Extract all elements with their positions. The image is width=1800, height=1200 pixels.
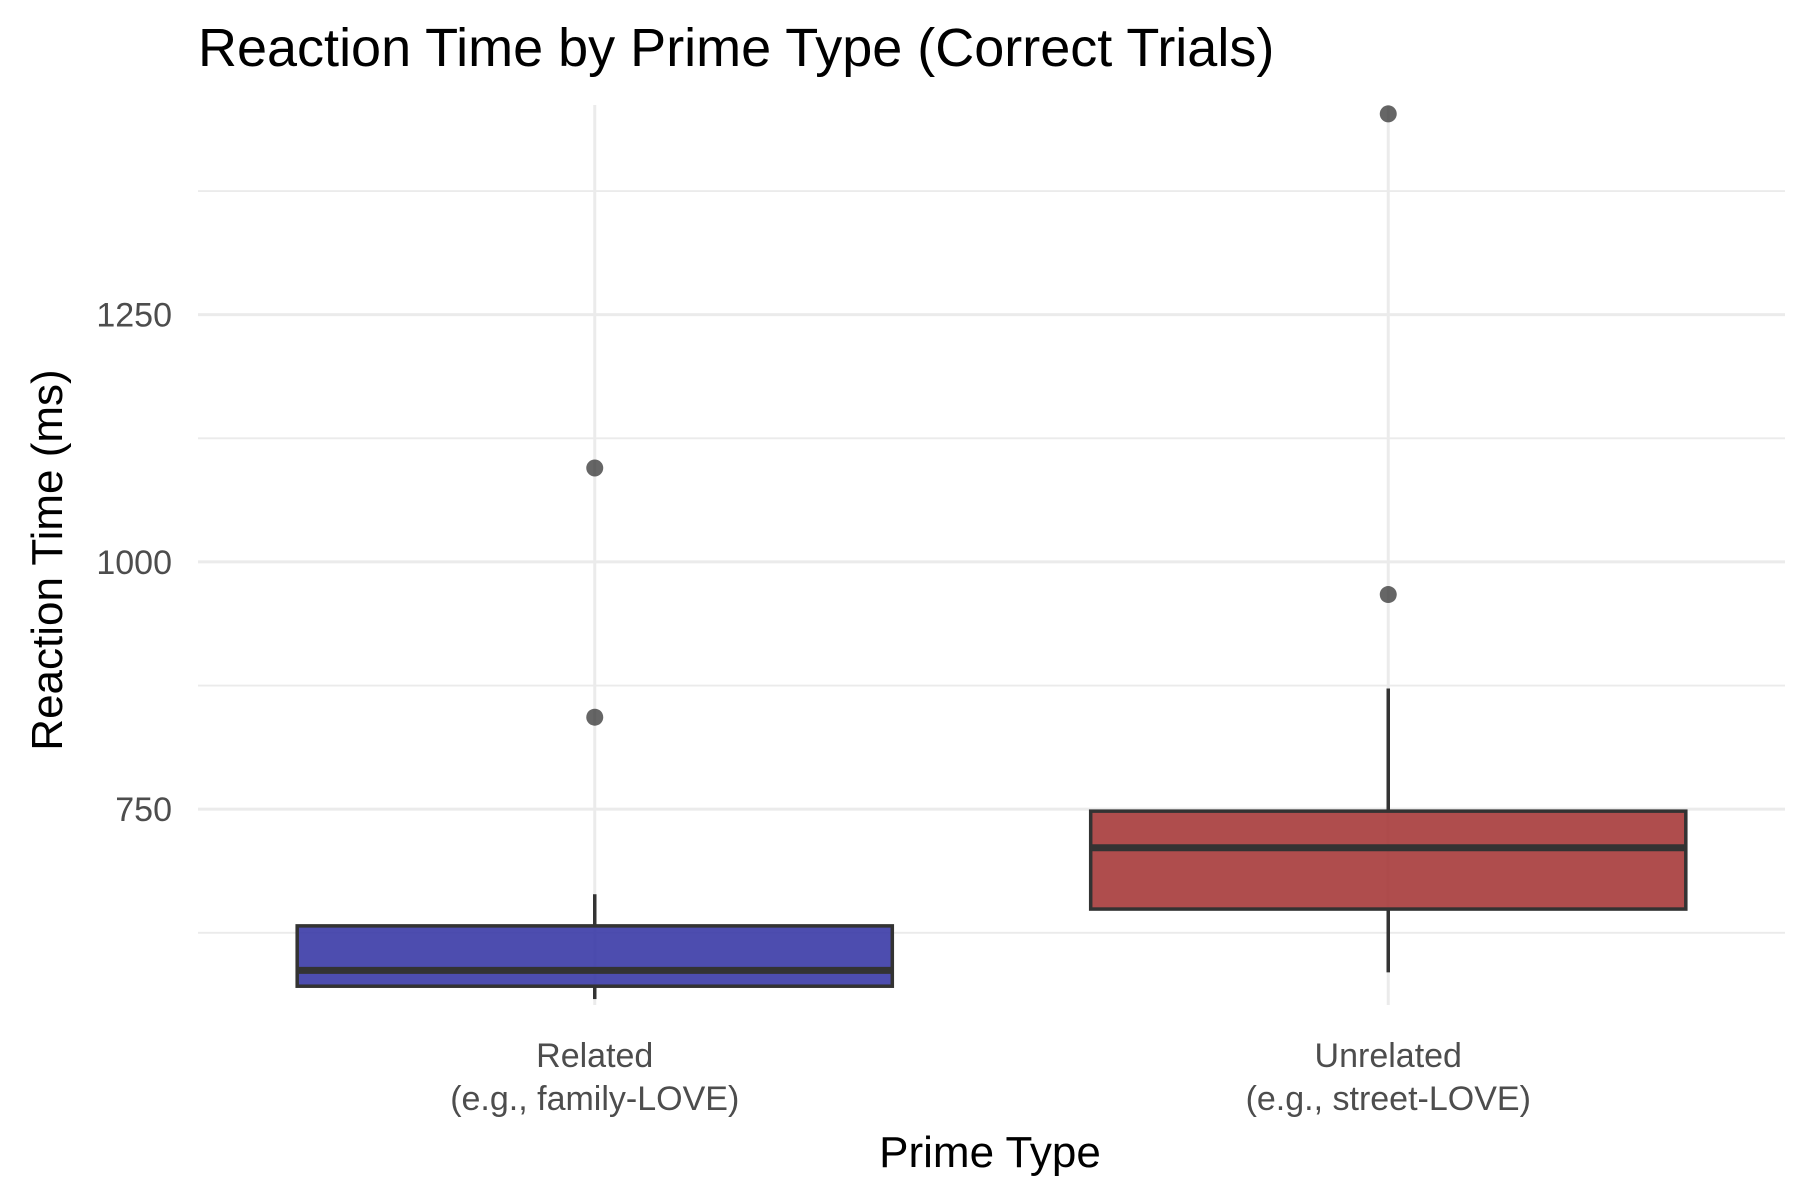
y-tick-label: 750 <box>115 791 172 829</box>
box-unrelated <box>1088 105 1688 973</box>
y-tick-label: 1000 <box>96 544 172 582</box>
x-tick-label: Related <box>536 1037 653 1075</box>
y-tick-label: 1250 <box>96 297 172 335</box>
x-tick-sublabel: (e.g., family-LOVE) <box>450 1080 739 1118</box>
grid-lines <box>198 105 1785 1005</box>
y-axis-title: Reaction Time (ms) <box>23 369 72 750</box>
outlier-point <box>586 708 604 726</box>
x-axis-ticks: Related (e.g., family-LOVE) Unrelated (e.g.… <box>450 1037 1531 1118</box>
outlier-point <box>1379 105 1397 123</box>
box-iqr <box>295 924 895 988</box>
box-related <box>295 459 895 1000</box>
x-tick-sublabel: (e.g., street-LOVE) <box>1246 1080 1531 1118</box>
outlier-point <box>1379 586 1397 604</box>
outlier-point <box>586 459 604 477</box>
boxes <box>295 105 1688 1000</box>
x-tick-label: Unrelated <box>1315 1037 1462 1075</box>
box-iqr <box>1088 809 1688 911</box>
x-axis-title: Prime Type <box>879 1128 1101 1177</box>
chart-title: Reaction Time by Prime Type (Correct Tri… <box>198 18 1274 78</box>
y-axis-ticks: 750 1000 1250 <box>96 297 172 830</box>
